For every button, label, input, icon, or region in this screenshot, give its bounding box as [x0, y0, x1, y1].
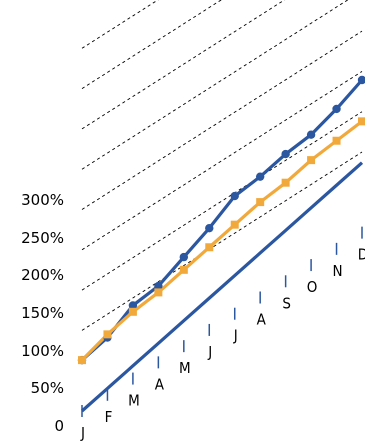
- y-tick-label: 300%: [21, 191, 64, 209]
- series-line-1: [80, 78, 364, 362]
- x-tick-label: M: [179, 359, 191, 377]
- series-line-3: [80, 161, 364, 413]
- y-axis-tick-labels: 0 50% 100% 150% 200% 250% 300%: [21, 191, 64, 435]
- x-tick-label: M: [128, 392, 140, 410]
- data-point-square: [358, 117, 365, 126]
- x-tick-label: O: [307, 278, 318, 296]
- data-point-square: [128, 307, 137, 316]
- data-point-circle: [281, 149, 290, 159]
- x-tick-label: J: [80, 424, 85, 442]
- y-tick-label: 100%: [21, 342, 64, 360]
- data-point-square: [230, 220, 239, 229]
- grid-line: [81, 0, 222, 89]
- x-tick-label: J: [207, 343, 212, 361]
- x-tick-label: A: [257, 310, 267, 328]
- data-point-square: [332, 136, 341, 145]
- y-tick-label: 150%: [21, 304, 64, 322]
- grid-line: [81, 111, 363, 291]
- grid-line: [81, 0, 159, 49]
- data-point-square: [103, 330, 112, 339]
- x-tick-label: D: [358, 246, 365, 264]
- data-point-square: [256, 198, 265, 207]
- data-point-square: [179, 265, 188, 274]
- x-tick-label: A: [155, 375, 165, 393]
- series-group: [77, 75, 365, 413]
- grid-line: [81, 0, 286, 130]
- data-point-square: [154, 288, 163, 297]
- y-tick-label: 200%: [21, 266, 64, 284]
- grid-line: [81, 71, 363, 251]
- data-point-square: [281, 178, 290, 187]
- data-point-circle: [179, 252, 189, 262]
- y-tick-label: 250%: [21, 229, 64, 247]
- data-point-square: [205, 243, 214, 252]
- data-point-circle: [230, 191, 239, 201]
- grid-line: [81, 0, 349, 170]
- y-tick-label: 0: [54, 417, 64, 435]
- y-tick-label: 50%: [31, 379, 64, 397]
- data-point-circle: [128, 301, 138, 310]
- grid-line: [81, 151, 363, 331]
- data-point-circle: [154, 281, 163, 291]
- grid-lines: [81, 0, 363, 331]
- data-point-circle: [357, 75, 365, 85]
- data-point-square: [78, 356, 86, 365]
- data-point-circle: [332, 104, 341, 114]
- data-point-circle: [306, 130, 316, 139]
- x-tick-label: F: [105, 408, 113, 426]
- grid-line: [81, 30, 363, 210]
- data-point-circle: [205, 223, 214, 233]
- data-point-circle: [255, 172, 265, 181]
- series-line-2: [80, 120, 363, 362]
- x-tick-label: N: [332, 262, 342, 280]
- x-tick-label: J: [233, 327, 238, 345]
- x-tick-label: S: [282, 294, 291, 312]
- data-point-square: [307, 156, 316, 165]
